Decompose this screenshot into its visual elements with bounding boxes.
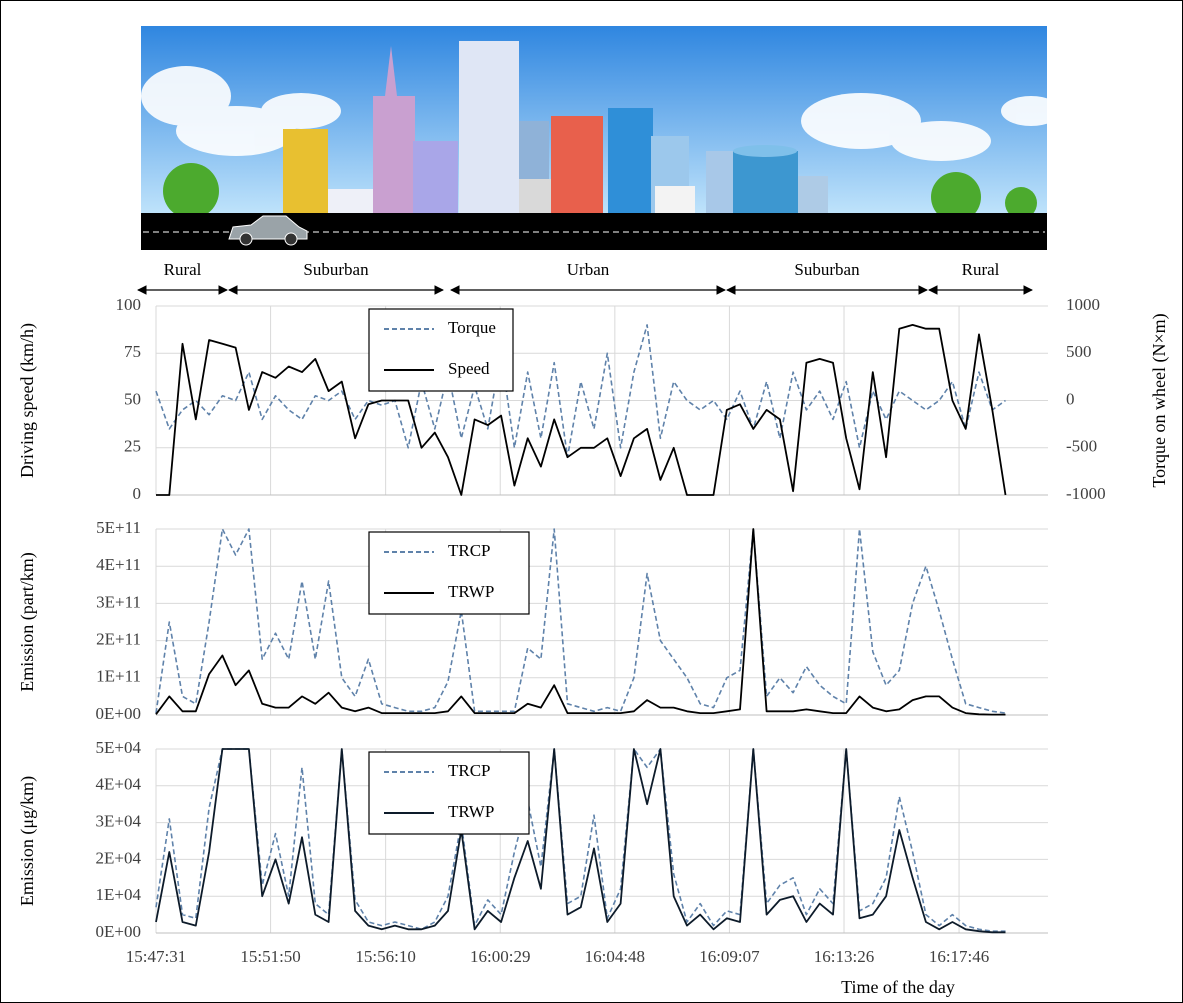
city-illustration (141, 26, 1061, 250)
series-line (155, 748, 1006, 932)
y-axis-label: Emission (μg/km) (17, 776, 38, 906)
y-axis-label: Emission (part/km) (17, 552, 38, 691)
zone-label: Urban (567, 260, 610, 279)
x-tick-label: 16:00:29 (470, 947, 530, 966)
legend-label: TRCP (448, 761, 491, 780)
trees (163, 163, 1037, 222)
series-line (155, 528, 1006, 716)
y2-tick-label: -500 (1066, 437, 1097, 456)
series-line (155, 748, 1006, 934)
y-tick-label: 75 (124, 342, 141, 361)
zone-label: Suburban (794, 260, 860, 279)
zone-label: Suburban (303, 260, 369, 279)
x-tick-label: 16:09:07 (699, 947, 760, 966)
y-tick-label: 0E+00 (96, 704, 141, 723)
legend-label: Speed (448, 359, 490, 378)
y-tick-label: 4E+11 (96, 555, 141, 574)
y-tick-label: 4E+04 (96, 775, 142, 794)
legend-label: TRCP (448, 541, 491, 560)
series-line (155, 528, 1006, 714)
y-tick-label: 1E+11 (96, 667, 141, 686)
y2-axis-label: Torque on wheel (N×m) (1149, 313, 1170, 487)
y2-tick-label: 500 (1066, 342, 1092, 361)
y-tick-label: 50 (124, 389, 141, 408)
x-tick-label: 16:17:46 (929, 947, 989, 966)
y-tick-label: 100 (116, 295, 142, 314)
legend-label: TRWP (448, 802, 494, 821)
legend-box (368, 751, 530, 835)
legend-box (368, 531, 530, 615)
series-line (155, 324, 1006, 458)
clouds (141, 66, 1061, 161)
y-tick-label: 0 (133, 484, 142, 503)
x-axis-label: Time of the day (841, 977, 955, 997)
y-tick-label: 1E+04 (96, 885, 142, 904)
y2-tick-label: -1000 (1066, 484, 1106, 503)
y-tick-label: 3E+11 (96, 592, 141, 611)
x-tick-label: 15:51:50 (240, 947, 300, 966)
legend-label: Torque (448, 318, 496, 337)
x-tick-label: 16:04:48 (585, 947, 645, 966)
y-tick-label: 25 (124, 437, 141, 456)
y-tick-label: 5E+11 (96, 518, 141, 537)
buildings (283, 41, 828, 213)
x-tick-label: 15:56:10 (355, 947, 415, 966)
y2-tick-label: 0 (1066, 389, 1075, 408)
zone-label: Rural (962, 260, 1000, 279)
series-line (156, 324, 1007, 496)
y-tick-label: 3E+04 (96, 812, 142, 831)
legend-label: TRWP (448, 582, 494, 601)
y2-tick-label: 1000 (1066, 295, 1100, 314)
legend-box (368, 308, 514, 392)
y-axis-label: Driving speed (km/h) (17, 323, 38, 478)
y-tick-label: 5E+04 (96, 738, 142, 757)
y-tick-label: 2E+04 (96, 848, 142, 867)
x-tick-label: 16:13:26 (814, 947, 874, 966)
x-tick-label: 15:47:31 (126, 947, 186, 966)
y-tick-label: 2E+11 (96, 630, 141, 649)
zone-label: Rural (164, 260, 202, 279)
car (228, 215, 308, 246)
y-tick-label: 0E+00 (96, 922, 141, 941)
